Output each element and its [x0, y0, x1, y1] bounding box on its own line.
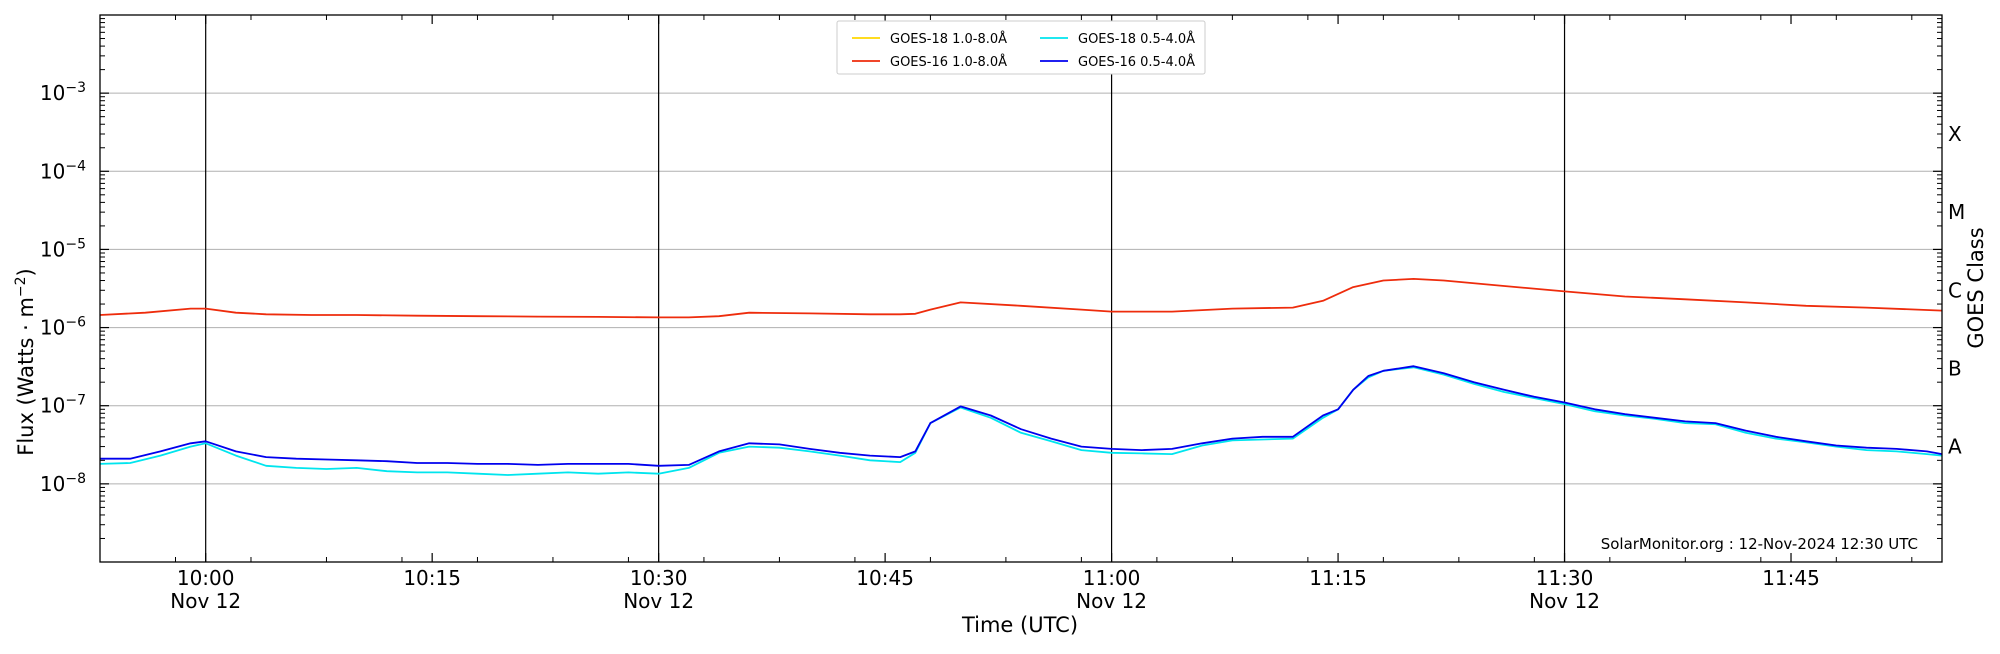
x-tick-label: 11:00 [1083, 566, 1141, 590]
credit-text: SolarMonitor.org : 12-Nov-2024 12:30 UTC [1601, 535, 1918, 553]
y-tick-exponent: −4 [65, 158, 86, 174]
goes-class-label: B [1948, 356, 1962, 380]
x-tick-sublabel: Nov 12 [1076, 589, 1147, 613]
y-axis-title-main: Flux (Watts · m [14, 297, 38, 456]
y-tick-label: 10−3 [40, 80, 86, 105]
y-axis-title: Flux (Watts · m−2) [13, 268, 38, 456]
x-tick-sublabel: Nov 12 [170, 589, 241, 613]
y-axis-title-exponent: −2 [13, 276, 29, 297]
legend-items: GOES-18 1.0-8.0Å GOES-16 1.0-8.0Å GOES-18 … [852, 31, 1195, 70]
day-lines [205, 15, 1566, 562]
x-tick-label: 10:00 [177, 566, 235, 590]
goes-class-label: X [1948, 122, 1962, 146]
plot-frame [99, 14, 1943, 563]
y-tick-label: 10−4 [40, 158, 86, 183]
y-tick-base: 10 [40, 159, 65, 183]
series-line [99, 366, 1943, 476]
y-tick-label: 10−8 [40, 471, 86, 496]
goes-class-label: M [1948, 200, 1965, 224]
y-tick-label: 10−5 [40, 236, 86, 261]
y-tick-exponent: −6 [65, 315, 86, 331]
y-tick-exponent: −8 [65, 471, 86, 487]
y-axis-title-close: ) [14, 268, 38, 276]
goes-class-labels: A B C M X [1948, 122, 1965, 459]
x-tick-label: 11:30 [1536, 566, 1594, 590]
right-axis-title: GOES Class [1964, 227, 1988, 348]
y-tick-base: 10 [40, 81, 65, 105]
legend-label: GOES-16 0.5-4.0Å [1078, 54, 1195, 70]
legend-label: GOES-16 1.0-8.0Å [890, 54, 1007, 70]
legend-box [836, 20, 1206, 75]
grid-layer [100, 92, 1942, 485]
y-tick-base: 10 [40, 316, 65, 340]
y-tick-labels: 10−810−710−610−510−410−3 [40, 80, 86, 496]
y-tick-label: 10−6 [40, 315, 86, 340]
x-tick-label: 10:45 [856, 566, 914, 590]
x-axis-title: Time (UTC) [961, 613, 1078, 637]
x-tick-label: 11:15 [1309, 566, 1367, 590]
x-tick-label: 10:30 [630, 566, 688, 590]
x-tick-sublabel: Nov 12 [623, 589, 694, 613]
y-tick-exponent: −5 [65, 236, 86, 252]
x-tick-sublabel: Nov 12 [1529, 589, 1600, 613]
y-tick-base: 10 [40, 237, 65, 261]
goes-class-label: A [1948, 435, 1962, 459]
y-tick-label: 10−7 [40, 393, 86, 418]
y-tick-base: 10 [40, 394, 65, 418]
legend-label: GOES-18 0.5-4.0Å [1078, 31, 1195, 47]
x-tick-label: 11:45 [1762, 566, 1820, 590]
x-tick-label: 10:15 [403, 566, 461, 590]
goes-class-label: C [1948, 278, 1962, 302]
y-tick-exponent: −3 [65, 80, 86, 96]
legend-label: GOES-18 1.0-8.0Å [890, 31, 1007, 47]
series-line [100, 365, 1943, 467]
y-tick-exponent: −7 [65, 393, 86, 409]
series-layer [99, 277, 1943, 476]
legend: GOES-18 1.0-8.0Å GOES-16 1.0-8.0Å GOES-18 … [836, 20, 1206, 75]
ticks [99, 15, 1942, 562]
y-tick-base: 10 [40, 472, 65, 496]
series-line [99, 277, 1943, 319]
